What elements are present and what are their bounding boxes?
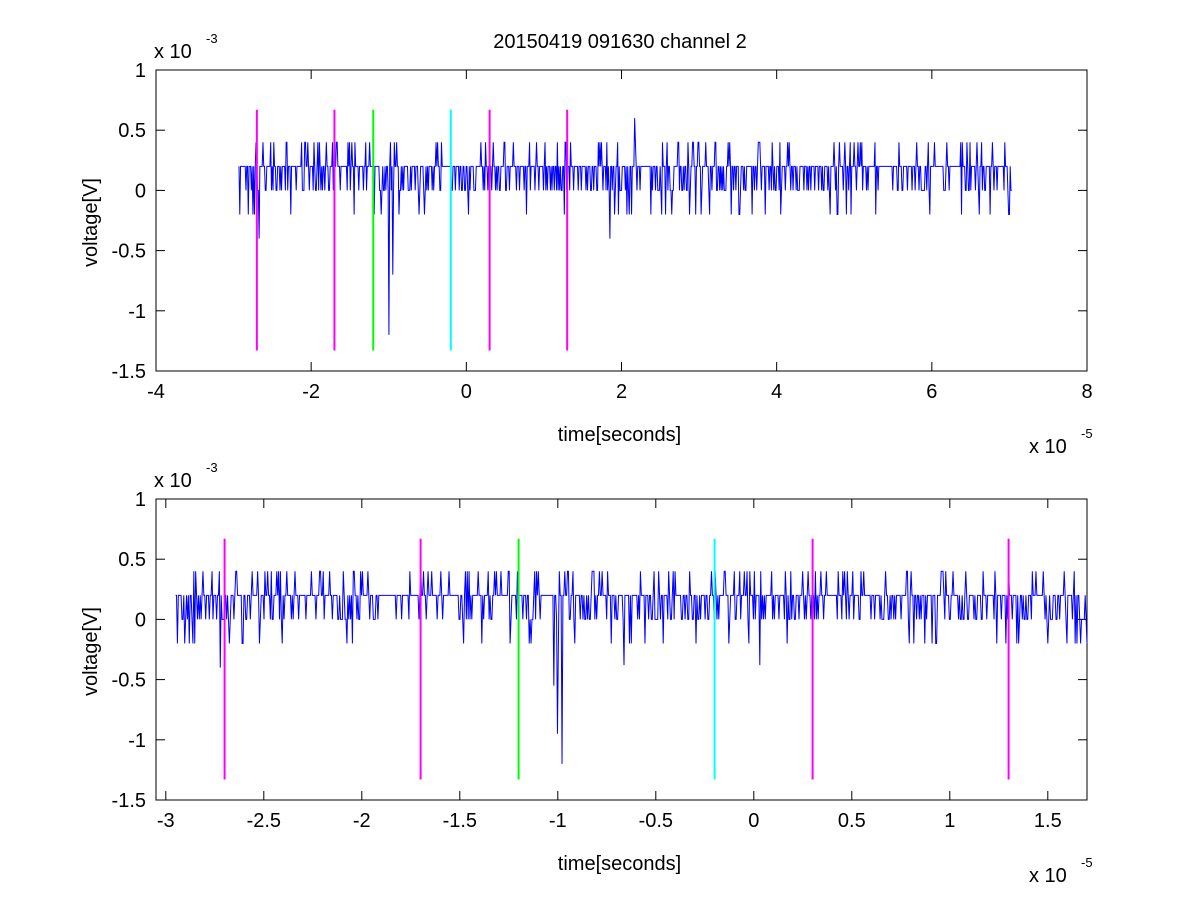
x-tick-label: 8	[1081, 381, 1092, 403]
x-tick-label: -4	[147, 381, 165, 403]
x-multiplier-label: x 10	[1029, 436, 1067, 458]
y-tick-label: -1	[128, 301, 146, 323]
axes-box	[155, 69, 1088, 372]
y-tick-label: -1.5	[112, 790, 146, 812]
x-tick-label: 1.5	[1034, 810, 1062, 832]
x-tick-label: 0	[748, 810, 759, 832]
y-tick-label: 1	[135, 489, 146, 511]
x-tick-label: -1.5	[443, 810, 477, 832]
x-tick-label: 6	[926, 381, 937, 403]
y-axis-label: voltage[V]	[80, 607, 102, 696]
axes-box	[155, 498, 1088, 801]
x-tick-label: 4	[771, 381, 782, 403]
y-tick-label: 0	[135, 609, 146, 631]
x-tick-label: 1	[944, 810, 955, 832]
voltage-trace	[175, 570, 1088, 764]
x-tick-label: 0	[461, 381, 472, 403]
figure-title: 20150419 091630 channel 2	[493, 31, 747, 53]
y-multiplier-exponent: -3	[206, 31, 218, 46]
x-axis-label: time[seconds]	[558, 853, 681, 875]
y-multiplier-exponent: -3	[206, 460, 218, 475]
y-tick-label: -0.5	[112, 670, 146, 692]
x-multiplier-label: x 10	[1029, 865, 1067, 887]
x-tick-label: -0.5	[639, 810, 673, 832]
x-tick-label: 2	[616, 381, 627, 403]
y-tick-label: -1	[128, 730, 146, 752]
x-tick-label: -2	[353, 810, 371, 832]
y-multiplier-label: x 10	[154, 470, 192, 492]
x-tick-label: 0.5	[838, 810, 866, 832]
y-tick-label: 0.5	[118, 120, 146, 142]
x-tick-label: -3	[157, 810, 175, 832]
y-tick-label: -1.5	[112, 361, 146, 383]
x-tick-label: -2.5	[247, 810, 281, 832]
y-tick-label: 0	[135, 180, 146, 202]
bottom-plot-panel: -3 -2.5 -2 -1.5 -1 -0.5 0 0.5 1 1.5 -1.5 -1 -0.5 0 0.5…	[80, 460, 1093, 887]
y-tick-label: 0.5	[118, 549, 146, 571]
voltage-trace	[238, 118, 1012, 335]
x-tick-label: -1	[549, 810, 567, 832]
y-tick-label: 1	[135, 60, 146, 82]
y-multiplier-label: x 10	[154, 41, 192, 63]
x-multiplier-exponent: -5	[1081, 855, 1093, 870]
y-axis-label: voltage[V]	[80, 178, 102, 267]
x-axis-label: time[seconds]	[558, 424, 681, 446]
top-plot-panel: -4 -2 0 2 4 6 8 -1.5 -1 -0.5 0 0.5 1 time[seconds] vol…	[80, 31, 1093, 458]
x-tick-label: -2	[302, 381, 320, 403]
y-tick-label: -0.5	[112, 241, 146, 263]
x-multiplier-exponent: -5	[1081, 426, 1093, 441]
